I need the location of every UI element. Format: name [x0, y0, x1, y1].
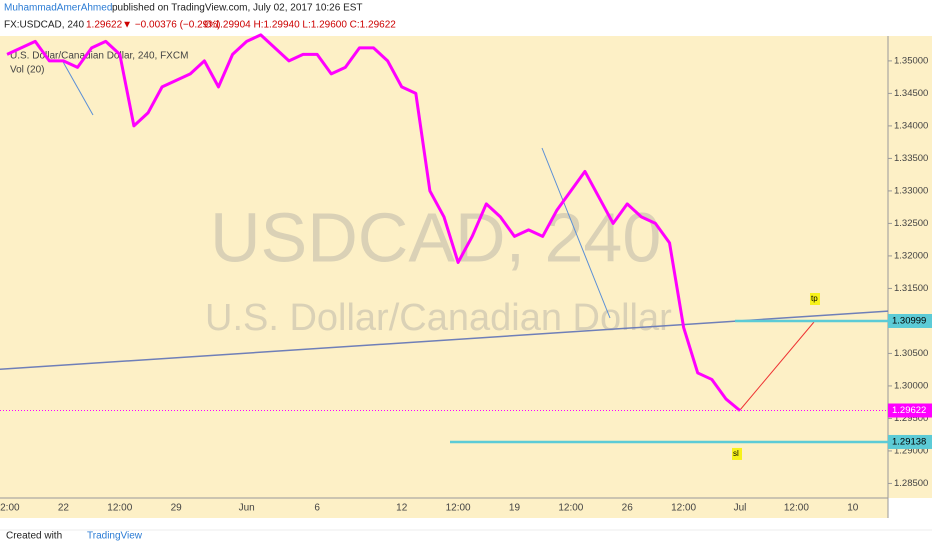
level-name-bg [732, 447, 742, 460]
y-tick-label: 1.34000 [894, 120, 928, 131]
author[interactable]: MuhammadAmerAhmed [4, 3, 112, 14]
annotation-arrow [61, 59, 94, 116]
footer-brand[interactable]: TradingView [87, 531, 143, 542]
symbol: FX:USDCAD, 240 [4, 20, 84, 31]
x-tick-label: Jun [239, 503, 255, 514]
x-tick-label: 12:00 [558, 503, 583, 514]
x-tick-label: 12:00 [0, 503, 20, 514]
legend-title: U.S. Dollar/Canadian Dollar, 240, FXCM [10, 51, 188, 62]
x-tick-label: 12:00 [671, 503, 696, 514]
footer-created: Created with [6, 531, 62, 542]
x-tick-label: 26 [622, 503, 634, 514]
last-price-tag: 1.29622 [892, 405, 926, 416]
change: 1.29622▼ −0.00376 (−0.29%) [86, 20, 220, 31]
y-tick-label: 1.29500 [894, 413, 928, 424]
x-tick-label: 19 [509, 503, 521, 514]
x-tick-label: 12:00 [107, 503, 132, 514]
ohlc: O:1.29904 H:1.29940 L:1.29600 C:1.29622 [204, 20, 396, 31]
price-line [6, 33, 741, 412]
time-axis-bg [0, 498, 888, 518]
annotation-arrow [541, 147, 611, 319]
x-tick-label: 6 [314, 503, 320, 514]
watermark-subtitle: U.S. Dollar/Canadian Dollar [205, 297, 672, 339]
last-price-tag-bg [888, 403, 932, 418]
level-tag: 1.30999 [892, 316, 926, 327]
indicator: Vol (20) [10, 65, 44, 76]
level-tag-bg [888, 434, 932, 449]
annotation-arrow [739, 321, 815, 411]
level-tag: 1.29138 [892, 436, 926, 447]
x-tick-label: 12:00 [784, 503, 809, 514]
x-tick-label: 12 [396, 503, 408, 514]
y-tick-label: 1.30000 [894, 380, 928, 391]
y-tick-label: 1.33500 [894, 153, 928, 164]
price-axis-bg [888, 36, 932, 498]
y-tick-label: 1.32500 [894, 218, 928, 229]
x-tick-label: 12:00 [446, 503, 471, 514]
level-tag-bg [888, 313, 932, 328]
x-tick-label: Jul [734, 503, 747, 514]
y-tick-label: 1.34500 [894, 88, 928, 99]
y-tick-label: 1.32000 [894, 250, 928, 261]
x-tick-label: 29 [171, 503, 183, 514]
y-tick-label: 1.30500 [894, 348, 928, 359]
published: published on TradingView.com, July 02, 2… [112, 3, 363, 14]
y-tick-label: 1.33000 [894, 185, 928, 196]
level-name-bg [810, 292, 820, 305]
watermark: USDCAD, 240 [210, 198, 661, 276]
y-tick-label: 1.31500 [894, 283, 928, 294]
x-tick-label: 22 [58, 503, 70, 514]
y-tick-label: 1.35000 [894, 55, 928, 66]
level-name: tp [811, 294, 818, 303]
y-tick-label: 1.29000 [894, 445, 928, 456]
x-tick-label: 10 [847, 503, 859, 514]
level-name: sl [733, 449, 739, 458]
y-tick-label: 1.28500 [894, 478, 928, 489]
